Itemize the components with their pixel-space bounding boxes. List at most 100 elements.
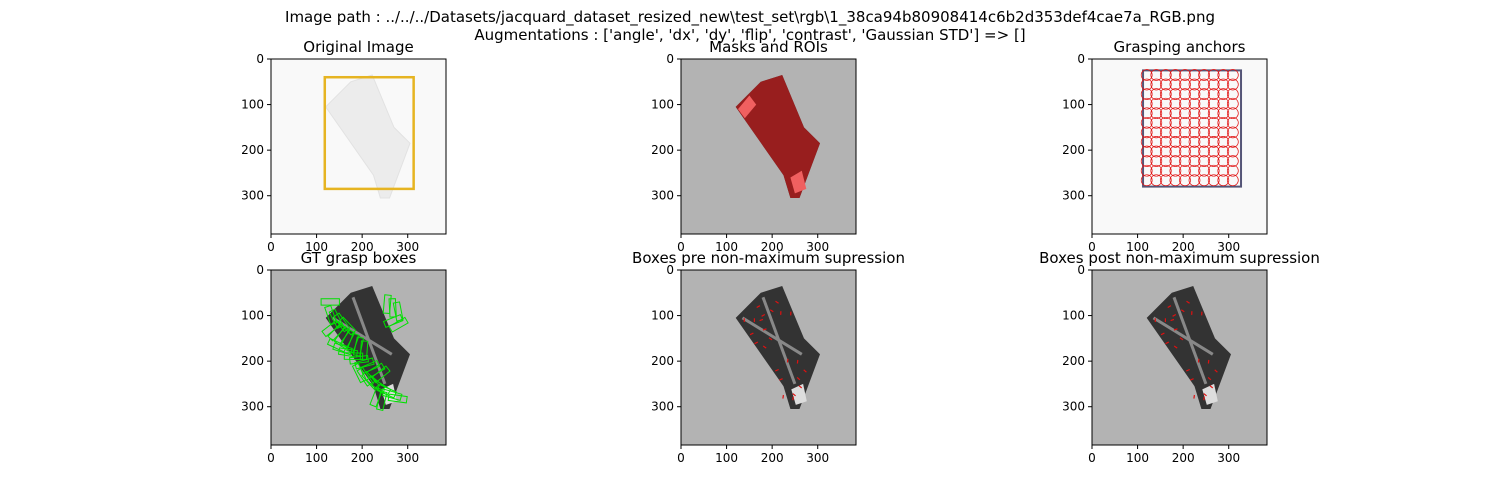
- x-tick-label: 200: [761, 240, 784, 254]
- anchor-mark: [1217, 136, 1230, 148]
- gt-grasp-box: [376, 390, 388, 411]
- x-tick-label: 0: [1088, 451, 1096, 465]
- axes-frame: [1091, 58, 1268, 235]
- anchor-mark: [1188, 145, 1201, 158]
- grasp-jaw: [1172, 313, 1177, 317]
- anchor-mark: [1198, 78, 1210, 91]
- anchor-mark: [1207, 88, 1220, 100]
- anchor-mark: [1169, 136, 1182, 148]
- anchor-mark: [1226, 69, 1239, 81]
- anchor-mark: [1140, 145, 1153, 158]
- gt-grasp-box: [333, 312, 351, 333]
- anchor-mark: [1188, 174, 1201, 187]
- x-tick-label: 100: [305, 240, 328, 254]
- y-tick-label: 300: [651, 189, 674, 203]
- anchor-mark: [1140, 88, 1153, 100]
- x-tick-label: 0: [677, 240, 685, 254]
- anchor-mark: [1207, 116, 1220, 129]
- y-tick-label: 0: [1077, 52, 1085, 66]
- anchor-mark: [1179, 136, 1191, 148]
- panel-anchors: Grasping anchors 0 100 200 300 0 100 200 300: [1062, 38, 1268, 254]
- x-tick-label: 100: [1126, 240, 1149, 254]
- anchor-mark: [1169, 97, 1182, 110]
- anchor-mark: [1198, 145, 1210, 158]
- grasp-jaw: [1190, 378, 1194, 381]
- panel-title: Grasping anchors: [1114, 38, 1246, 56]
- y-tick-label: 0: [1077, 263, 1085, 277]
- x-tick-label: 300: [396, 451, 419, 465]
- panel-gt: GT grasp boxes 0 100 200 300 0 100 200 300: [241, 249, 447, 465]
- anchor-mark: [1226, 126, 1239, 139]
- grasp-jaw: [1160, 332, 1165, 336]
- grasp-jaw: [1207, 376, 1212, 381]
- y-tick-label: 200: [1062, 354, 1085, 368]
- anchor-mark: [1159, 174, 1172, 187]
- anchor-mark: [1169, 164, 1182, 177]
- image-content: [320, 286, 410, 411]
- anchor-mark: [1159, 126, 1172, 139]
- anchor-mark: [1207, 78, 1220, 91]
- anchor-mark: [1188, 97, 1201, 110]
- y-tick-label: 200: [651, 354, 674, 368]
- anchor-mark: [1217, 155, 1230, 167]
- y-tick-label: 100: [651, 309, 674, 323]
- y-tick-label: 0: [256, 263, 264, 277]
- grasp-jaw: [782, 394, 784, 399]
- anchor-mark: [1188, 78, 1201, 91]
- object-bar: [1172, 296, 1208, 385]
- grasp-jaw: [803, 369, 807, 373]
- y-tick-label: 300: [651, 400, 674, 414]
- object-bar: [741, 316, 803, 356]
- anchor-mark: [1217, 116, 1230, 129]
- panel-title: Boxes post non-maximum supression: [1039, 249, 1320, 267]
- y-tick-label: 100: [241, 98, 264, 112]
- gt-grasp-box: [320, 298, 340, 306]
- anchor-mark: [1140, 126, 1153, 139]
- anchor-mark: [1140, 97, 1153, 110]
- x-tick-label: 100: [1126, 451, 1149, 465]
- grasp-jaw: [1186, 300, 1190, 304]
- y-tick-label: 100: [241, 309, 264, 323]
- anchor-mark: [1217, 126, 1230, 139]
- grasp-jaw: [1165, 341, 1170, 345]
- y-tick-label: 0: [666, 263, 674, 277]
- gt-grasp-box: [333, 325, 351, 346]
- gt-grasp-box: [339, 329, 356, 350]
- anchor-mark: [1159, 97, 1172, 110]
- anchor-mark: [1188, 88, 1201, 100]
- anchor-mark: [1226, 88, 1239, 100]
- grasp-jaw: [1180, 309, 1185, 313]
- anchor-mark: [1198, 155, 1210, 167]
- y-tick-label: 200: [651, 143, 674, 157]
- anchor-mark: [1140, 136, 1153, 148]
- anchor-mark: [1226, 97, 1239, 110]
- anchor-mark: [1188, 164, 1201, 177]
- gt-grasp-box: [327, 322, 347, 342]
- y-tick-label: 300: [1062, 400, 1085, 414]
- grasp-jaw: [1173, 328, 1178, 331]
- anchor-mark: [1226, 155, 1239, 167]
- anchor-mark: [1150, 164, 1163, 177]
- grasp-jaw: [1193, 394, 1195, 399]
- anchor-mark: [1140, 107, 1153, 120]
- anchor-mark: [1226, 107, 1239, 120]
- anchor-mark: [1217, 97, 1230, 110]
- anchor-mark: [1179, 145, 1191, 158]
- anchor-mark: [1198, 107, 1210, 120]
- figure-suptitle-line-1: Image path : ../../../Datasets/jacquard_…: [285, 8, 1215, 26]
- anchor-mark: [1140, 174, 1153, 187]
- grasp-jaw: [792, 393, 796, 397]
- gt-grasp-box: [326, 337, 348, 353]
- x-tick-label: 200: [1172, 240, 1195, 254]
- panel-title: GT grasp boxes: [301, 249, 417, 267]
- x-tick-label: 300: [396, 240, 419, 254]
- anchor-mark: [1159, 116, 1172, 129]
- grasp-jaw: [779, 378, 783, 381]
- anchor-mark: [1179, 107, 1191, 120]
- anchor-mark: [1207, 69, 1220, 81]
- anchor-mark: [1217, 164, 1230, 177]
- anchor-mark: [1150, 88, 1163, 100]
- anchor-mark: [1169, 155, 1182, 167]
